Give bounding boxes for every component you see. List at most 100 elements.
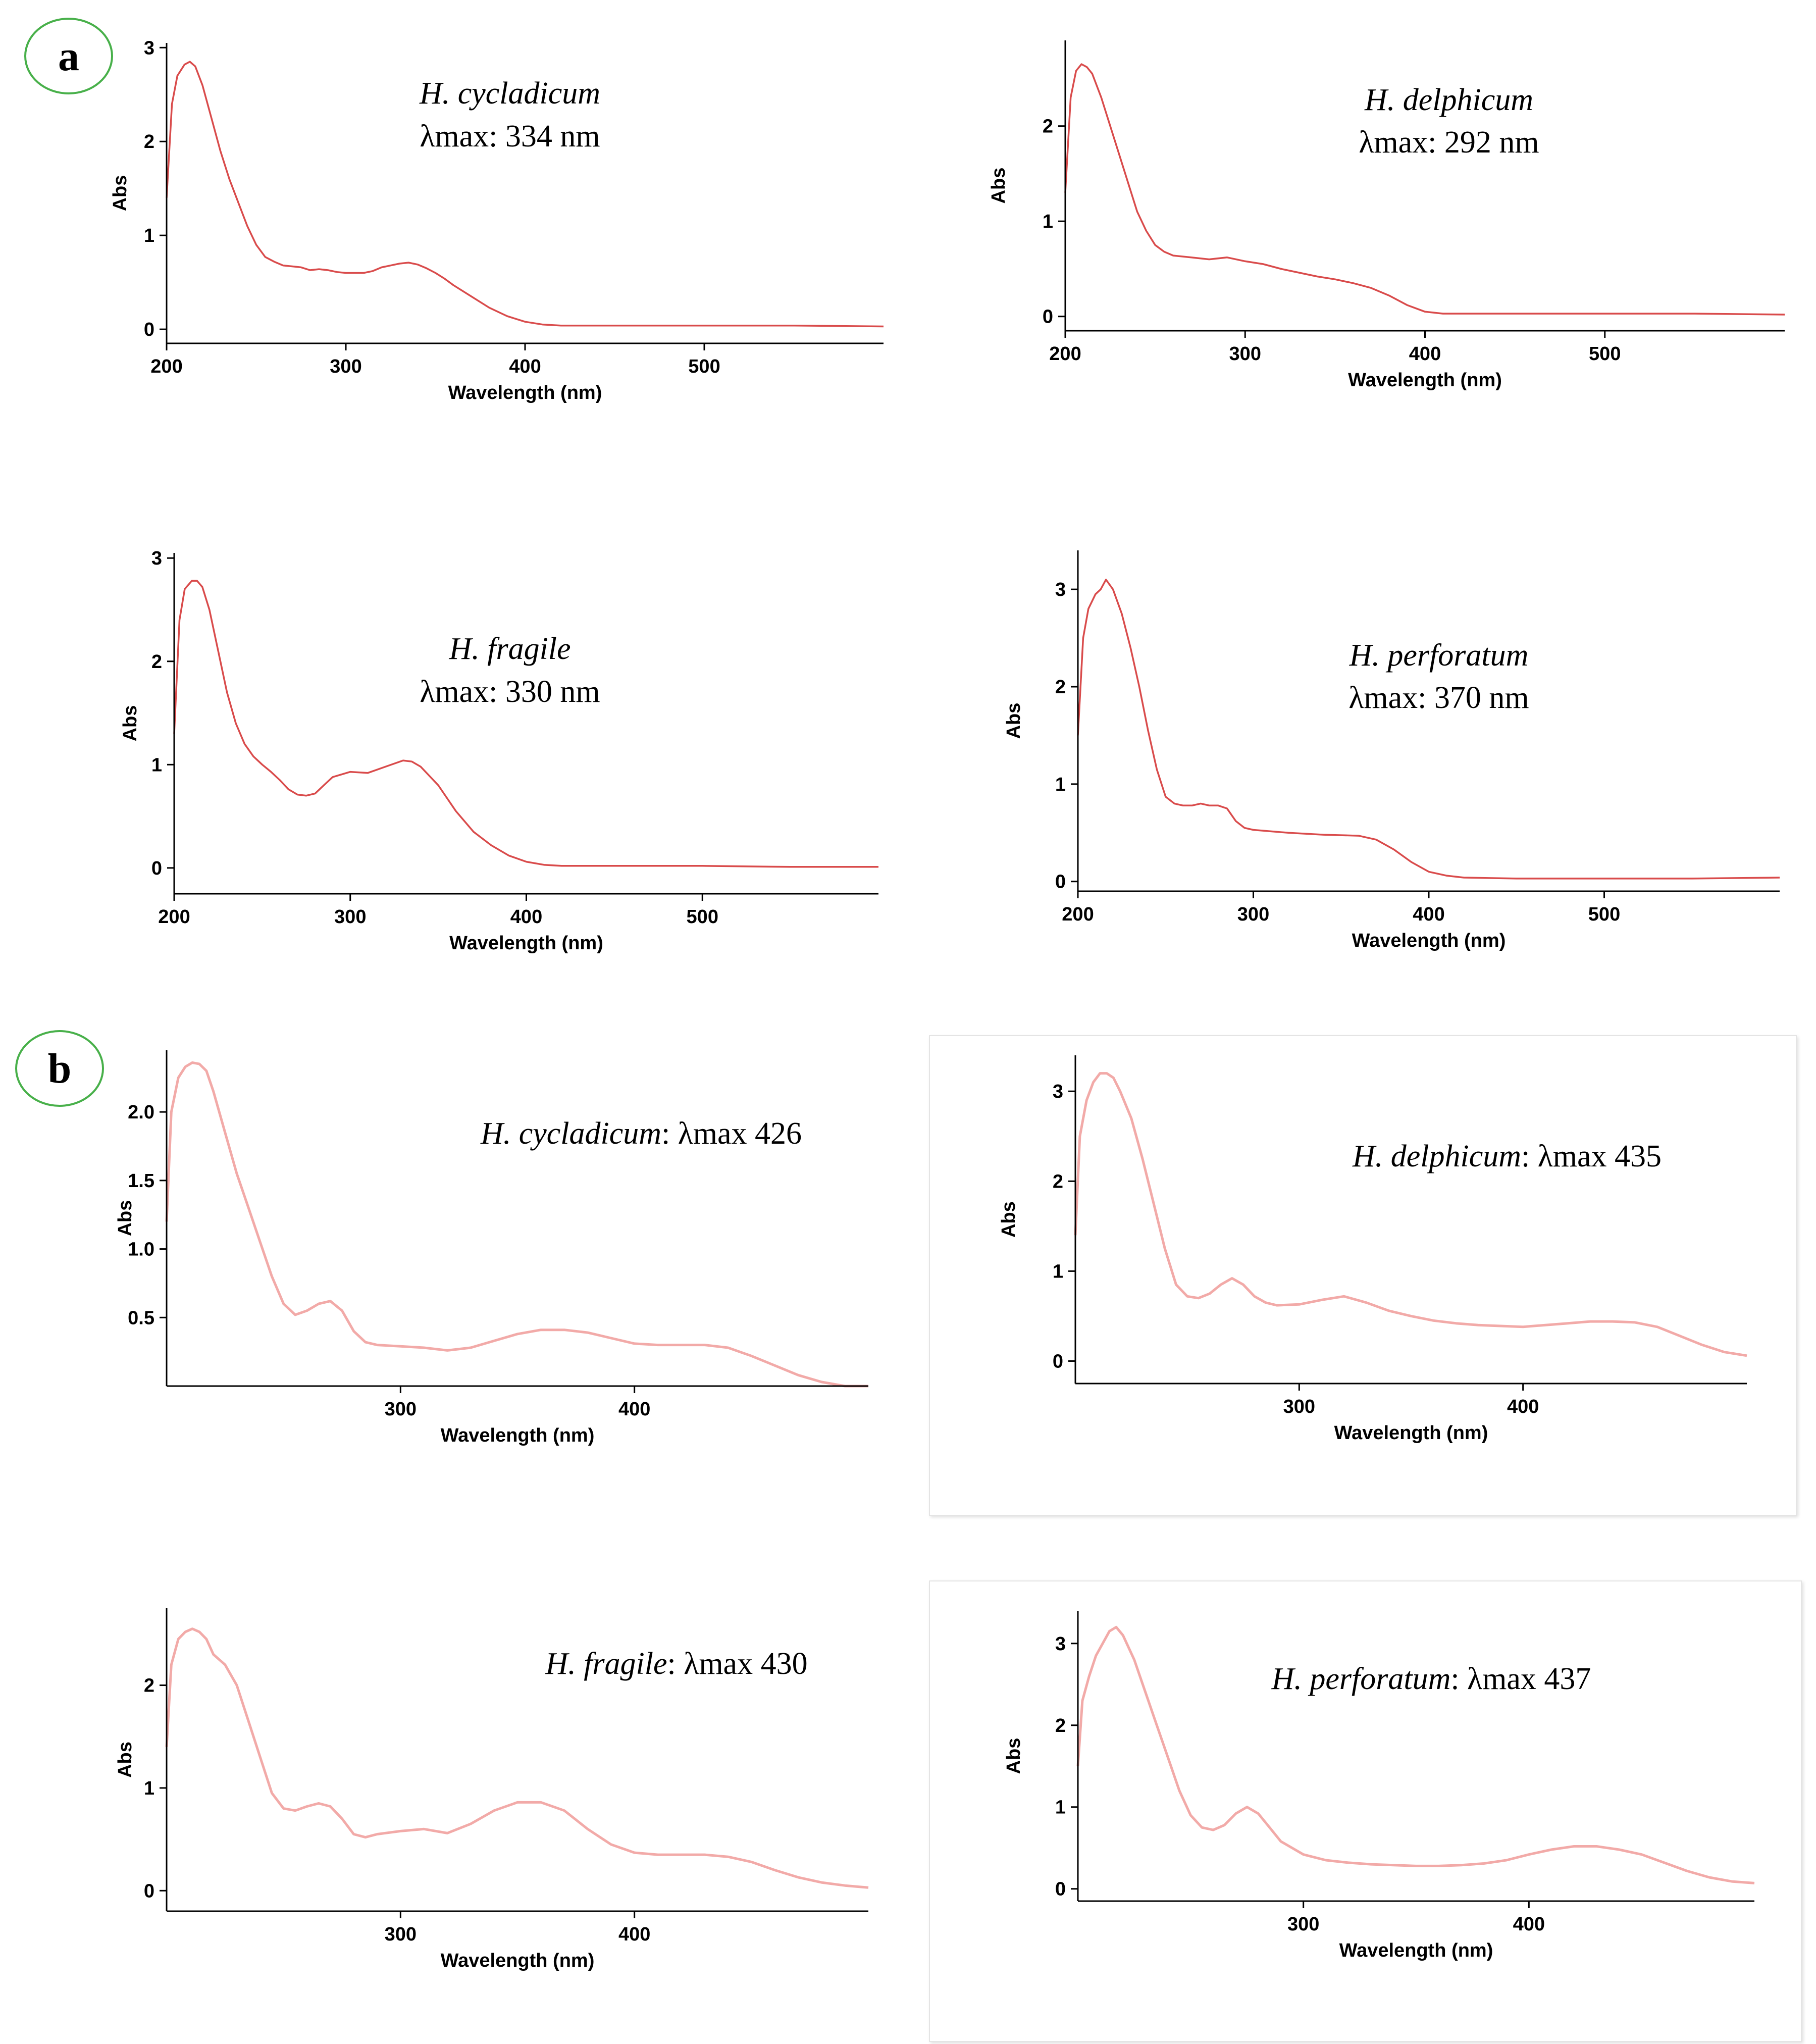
y-axis-title-a1: Abs [110,175,131,212]
y-tick-label-b3-1: 1 [144,1778,154,1799]
chart-b4: 300 400 0 1 2 3 Wavelength (nm) Abs H. perforatu… [1003,1611,1755,1961]
species-label-a3: H. fragile [448,632,570,666]
chart-b1: 300 400 0.5 1.0 1.5 2.0 Wavelength (nm) Abs H. c… [115,1050,868,1446]
y-tick-label-a1-2: 2 [144,131,154,152]
spectrum-line-b1 [165,1061,868,1388]
spectrum-line-b4 [1076,1625,1755,1884]
lambda-max-label-b4: : λmax 437 [1450,1662,1591,1696]
y-tick-label-b2-2: 2 [1053,1171,1063,1192]
x-tick-label-a2-500: 500 [1589,343,1621,365]
x-tick-label-a4-400: 400 [1413,904,1444,925]
annotation-b1: H. cycladicum: λmax 426 [480,1116,802,1151]
x-tick-label-a1-300: 300 [330,356,361,377]
species-label-b2: H. delphicum [1352,1139,1521,1173]
y-tick-label-a1-3: 3 [144,37,154,59]
spectrum-line-a4 [1077,579,1780,880]
plot-frame-b4 [929,1580,1802,2042]
x-axis-title-a2: Wavelength (nm) [1348,370,1502,391]
x-tick-label-a2-300: 300 [1229,343,1261,365]
y-axis-title-a2: Abs [988,168,1009,204]
y-tick-label-b1-2: 2.0 [128,1102,154,1123]
x-tick-label-a3-200: 200 [158,906,190,928]
y-axis-title-a3: Abs [120,705,141,742]
y-tick-label-a3-3: 3 [151,548,162,569]
lambda-max-label-a3: λmax: 330 nm [420,675,600,709]
x-tick-label-b1-400: 400 [618,1399,650,1420]
chart-a4: 200 300 400 500 0 1 2 3 Wavelength (nm) Abs H. per… [1003,550,1780,951]
x-tick-label-b3-400: 400 [618,1924,650,1945]
x-axis-title-b2: Wavelength (nm) [1334,1422,1488,1444]
y-tick-label-b2-3: 3 [1053,1081,1063,1102]
annotation-b2: H. delphicum: λmax 435 [1352,1139,1662,1173]
species-label-b1: H. cycladicum [480,1116,661,1151]
species-label-a4: H. perforatum [1349,638,1529,673]
y-tick-label-a1-0: 0 [144,319,154,340]
y-tick-label-b4-1: 1 [1055,1797,1066,1818]
x-tick-label-a4-500: 500 [1588,904,1620,925]
x-axis-title-a4: Wavelength (nm) [1352,930,1506,951]
y-axis-title-b1: Abs [115,1200,136,1237]
spectrum-line-a3 [173,580,878,868]
y-axis-title-b4: Abs [1003,1738,1024,1774]
x-tick-label-b4-400: 400 [1513,1914,1545,1935]
y-axis-title-b3: Abs [115,1742,136,1778]
y-tick-label-b3-0: 0 [144,1880,154,1902]
lambda-max-label-b3: : λmax 430 [667,1647,808,1681]
y-tick-label-b3-2: 2 [144,1675,154,1697]
y-tick-label-b1-1.5: 1.5 [128,1170,154,1192]
x-tick-label-a1-200: 200 [150,356,182,377]
spectrum-line-a1 [166,61,884,328]
x-tick-label-a3-300: 300 [334,906,366,928]
y-axis-title-b2: Abs [998,1201,1019,1238]
x-axis-title-b4: Wavelength (nm) [1339,1940,1493,1961]
y-tick-label-b4-0: 0 [1055,1879,1066,1900]
x-tick-label-b2-300: 300 [1283,1396,1315,1417]
y-tick-label-b4-2: 2 [1055,1715,1066,1736]
lambda-max-label-a2: λmax: 292 nm [1359,125,1539,160]
x-tick-label-a1-400: 400 [509,356,541,377]
x-tick-label-a2-200: 200 [1049,343,1081,365]
x-axis-title-a3: Wavelength (nm) [449,933,603,954]
y-tick-label-a3-2: 2 [151,651,162,673]
x-axis-title-b3: Wavelength (nm) [441,1950,595,1971]
x-tick-label-b2-400: 400 [1507,1396,1539,1417]
x-tick-label-b4-300: 300 [1287,1914,1319,1935]
spectrum-line-b3 [165,1627,869,1889]
y-tick-label-a4-2: 2 [1055,677,1066,698]
x-tick-label-a3-500: 500 [687,906,718,928]
lambda-max-label-a4: λmax: 370 nm [1348,681,1529,715]
y-tick-label-b2-0: 0 [1053,1351,1063,1372]
lambda-max-label-b2: : λmax 435 [1521,1139,1662,1173]
y-tick-label-a4-1: 1 [1055,774,1066,795]
y-tick-label-b1-1: 1.0 [128,1239,154,1260]
species-label-a2: H. delphicum [1364,83,1533,117]
chart-a2: 200 300 400 500 0 1 2 Wavelength (nm) Abs H. delp… [988,40,1785,391]
chart-a1: 200 300 400 500 0 1 2 3 Wavelength (nm) Abs H. cyc… [110,37,884,403]
x-tick-label-a4-200: 200 [1062,904,1094,925]
y-tick-label-a2-0: 0 [1043,306,1053,328]
chart-a3: 200 300 400 500 0 1 2 3 Wavelength (nm) Abs H. fra… [120,548,878,954]
lambda-max-label-b1: : λmax 426 [661,1116,802,1151]
x-axis-title-b1: Wavelength (nm) [441,1425,595,1446]
y-tick-label-b1-0.5: 0.5 [128,1307,154,1328]
y-tick-label-a3-0: 0 [151,858,162,879]
x-tick-label-b3-300: 300 [385,1924,417,1945]
plot-frame-b2 [929,1035,1797,1516]
y-tick-label-a2-1: 1 [1043,211,1053,232]
y-tick-label-b4-3: 3 [1055,1633,1066,1655]
species-label-b4: H. perforatum [1271,1662,1451,1696]
panel-label-b: b [15,1030,104,1107]
chart-b3: 300 400 0 1 2 Wavelength (nm) Abs H. fragile: λ… [115,1608,869,1971]
x-tick-label-a1-500: 500 [688,356,720,377]
y-tick-label-a1-1: 1 [144,225,154,246]
y-tick-label-b2-1: 1 [1053,1261,1063,1282]
species-label-a1: H. cycladicum [419,76,600,111]
spectrum-line-a2 [1064,63,1785,316]
x-tick-label-a2-400: 400 [1409,343,1441,365]
lambda-max-label-a1: λmax: 334 nm [420,119,600,154]
y-tick-label-a3-1: 1 [151,754,162,776]
annotation-b3: H. fragile: λmax 430 [545,1647,807,1681]
y-tick-label-a4-3: 3 [1055,579,1066,600]
